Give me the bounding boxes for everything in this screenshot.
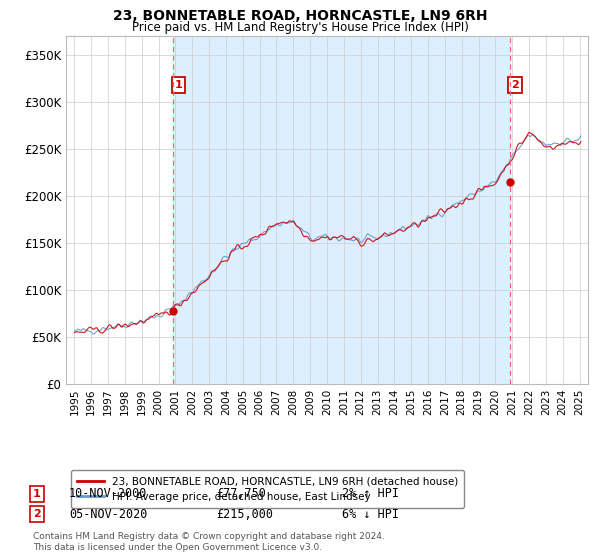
Text: 05-NOV-2020: 05-NOV-2020 bbox=[69, 507, 148, 521]
Text: 2: 2 bbox=[33, 509, 41, 519]
Text: 23, BONNETABLE ROAD, HORNCASTLE, LN9 6RH: 23, BONNETABLE ROAD, HORNCASTLE, LN9 6RH bbox=[113, 8, 487, 22]
Text: 10-NOV-2000: 10-NOV-2000 bbox=[69, 487, 148, 501]
Text: £77,750: £77,750 bbox=[216, 487, 266, 501]
Text: 2: 2 bbox=[511, 80, 519, 90]
Text: Price paid vs. HM Land Registry's House Price Index (HPI): Price paid vs. HM Land Registry's House … bbox=[131, 21, 469, 34]
Bar bbox=[173, 36, 510, 384]
Text: £215,000: £215,000 bbox=[216, 507, 273, 521]
Text: 2% ↑ HPI: 2% ↑ HPI bbox=[342, 487, 399, 501]
Text: 1: 1 bbox=[33, 489, 41, 499]
Text: Contains HM Land Registry data © Crown copyright and database right 2024.
This d: Contains HM Land Registry data © Crown c… bbox=[33, 533, 385, 552]
Text: 6% ↓ HPI: 6% ↓ HPI bbox=[342, 507, 399, 521]
Legend: 23, BONNETABLE ROAD, HORNCASTLE, LN9 6RH (detached house), HPI: Average price, d: 23, BONNETABLE ROAD, HORNCASTLE, LN9 6RH… bbox=[71, 470, 464, 508]
Text: 1: 1 bbox=[175, 80, 182, 90]
